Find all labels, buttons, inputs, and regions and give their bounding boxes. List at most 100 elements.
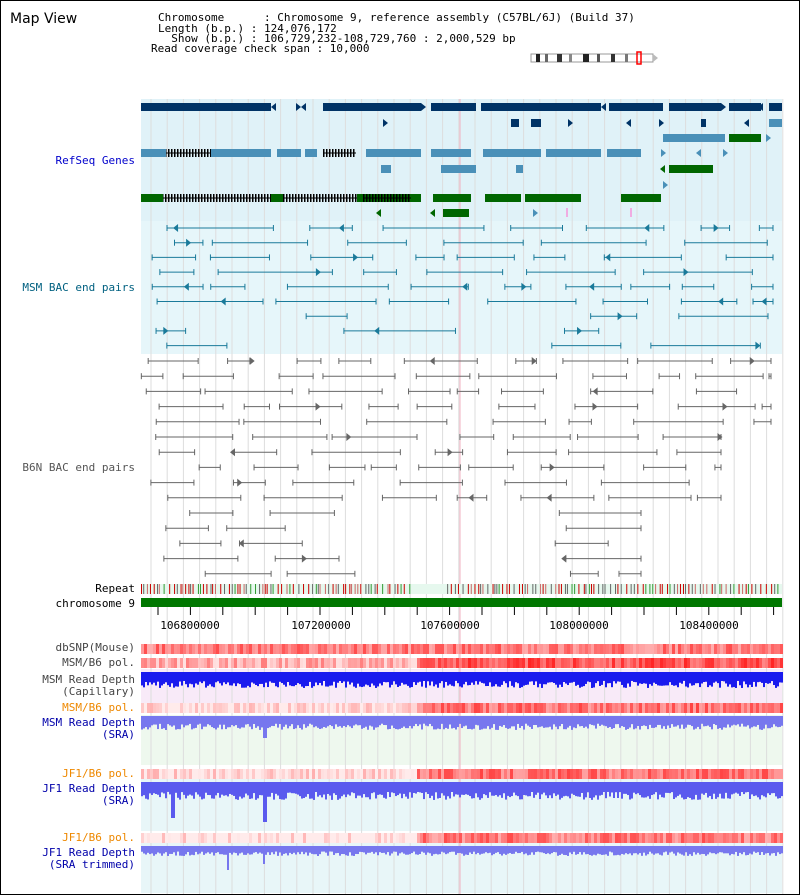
read-depth-bar [339, 716, 341, 727]
repeat-feature [292, 584, 294, 594]
polymorphism-cell [261, 703, 264, 713]
read-depth-bar [777, 716, 779, 728]
read-depth-bar [761, 782, 763, 796]
read-depth-bar [561, 846, 563, 854]
polymorphism-cell [720, 703, 723, 713]
read-depth-bar [755, 782, 757, 796]
chromosome-ideogram[interactable] [530, 51, 658, 65]
gene-feature [141, 194, 163, 202]
read-depth-bar [477, 716, 479, 726]
read-depth-bar [369, 846, 371, 853]
read-depth-bar [537, 672, 539, 688]
read-depth-bar [169, 672, 171, 687]
track-label-refseq[interactable]: RefSeq Genes [55, 154, 135, 167]
repeat-feature [188, 584, 190, 594]
read-depth-bar [345, 716, 347, 728]
read-depth-bar [763, 716, 765, 729]
repeat-feature [571, 584, 573, 594]
read-depth-bar [435, 716, 437, 730]
bac-end-arrow [353, 253, 359, 262]
track-label-jf1-depth-sra[interactable]: JF1 Read Depth (SRA) [42, 782, 135, 807]
polymorphism-cell [669, 769, 672, 779]
read-depth-bar [195, 716, 197, 728]
read-depth-bar [291, 782, 293, 794]
repeat-feature [610, 584, 612, 594]
bac-end-arrow [301, 554, 307, 563]
read-depth-bar [229, 672, 231, 686]
read-depth-bar [393, 672, 395, 682]
read-depth-bar [699, 846, 701, 855]
polymorphism-cell [159, 769, 162, 779]
polymorphism-cell [222, 658, 225, 668]
track-label-jf1-depth-trim[interactable]: JF1 Read Depth (SRA trimmed) [42, 846, 135, 871]
read-depth-bar [199, 782, 201, 797]
polymorphism-cell [471, 769, 474, 779]
read-depth-bar [489, 716, 491, 730]
bac-end-arrow [249, 357, 255, 365]
polymorphism-cell [264, 658, 267, 668]
read-depth-bar [771, 716, 773, 728]
polymorphism-cell [198, 769, 201, 779]
polymorphism-cell [168, 644, 171, 654]
track-label-jf1-b6-pol-2[interactable]: JF1/B6 pol. [62, 831, 135, 844]
read-depth-bar [555, 846, 557, 853]
read-depth-bar [765, 672, 767, 683]
read-depth-bar [523, 716, 525, 730]
read-depth-bar [491, 716, 493, 728]
polymorphism-cell [582, 644, 585, 654]
repeat-feature [487, 584, 489, 594]
read-depth-bar [423, 782, 425, 800]
read-depth-bar [277, 672, 279, 688]
read-depth-bar [625, 782, 627, 794]
read-depth-bar [291, 672, 293, 687]
read-depth-bar [503, 672, 505, 682]
repeat-feature [760, 584, 762, 594]
polymorphism-cell [651, 833, 654, 843]
track-label-jf1-b6-pol[interactable]: JF1/B6 pol. [62, 767, 135, 780]
repeat-feature [480, 584, 482, 594]
polymorphism-cell [681, 769, 684, 779]
polymorphism-cell [693, 644, 696, 654]
polymorphism-cell [393, 658, 396, 668]
read-depth-bar [481, 846, 483, 854]
read-depth-bar [483, 846, 485, 854]
read-depth-bar [209, 672, 211, 685]
read-depth-bar [683, 846, 685, 856]
read-depth-bar [241, 672, 243, 688]
read-depth-bar [477, 672, 479, 685]
track-label-dbsnp[interactable]: dbSNP(Mouse) [55, 641, 135, 654]
read-depth-bar [325, 716, 327, 728]
track-label-repeat[interactable]: Repeat [95, 582, 135, 595]
track-label-msm-b6-pol-2[interactable]: MSM/B6 pol. [62, 701, 135, 714]
polymorphism-cell [669, 644, 672, 654]
polymorphism-cell [777, 658, 780, 668]
read-depth-bar [211, 716, 213, 728]
track-label-msm-depth-cap[interactable]: MSM Read Depth (Capillary) [42, 673, 135, 698]
read-depth-bar [445, 846, 447, 855]
polymorphism-cell [621, 658, 624, 668]
polymorphism-cell [405, 703, 408, 713]
polymorphism-cell [321, 658, 324, 668]
polymorphism-cell [426, 644, 429, 654]
polymorphism-cell [252, 644, 255, 654]
track-label-b6n-bac[interactable]: B6N BAC end pairs [22, 461, 135, 474]
polymorphism-cell [432, 658, 435, 668]
track-label-msm-b6-pol[interactable]: MSM/B6 pol. [62, 656, 135, 669]
read-depth-bar [455, 846, 457, 855]
read-depth-bar [339, 672, 341, 682]
read-depth-bar [591, 782, 593, 800]
read-depth-bar [385, 782, 387, 799]
polymorphism-cell [375, 703, 378, 713]
track-label-msm-bac[interactable]: MSM BAC end pairs [22, 281, 135, 294]
polymorphism-cell [651, 658, 654, 668]
track-label-msm-depth-sra[interactable]: MSM Read Depth (SRA) [42, 716, 135, 741]
read-depth-bar [675, 716, 677, 727]
read-depth-bar [699, 716, 701, 730]
read-depth-bar [571, 716, 573, 730]
repeat-feature [169, 584, 171, 594]
repeat-feature [315, 584, 317, 594]
read-depth-bar [305, 846, 307, 853]
read-depth-bar [211, 672, 213, 687]
polymorphism-cell [705, 644, 708, 654]
